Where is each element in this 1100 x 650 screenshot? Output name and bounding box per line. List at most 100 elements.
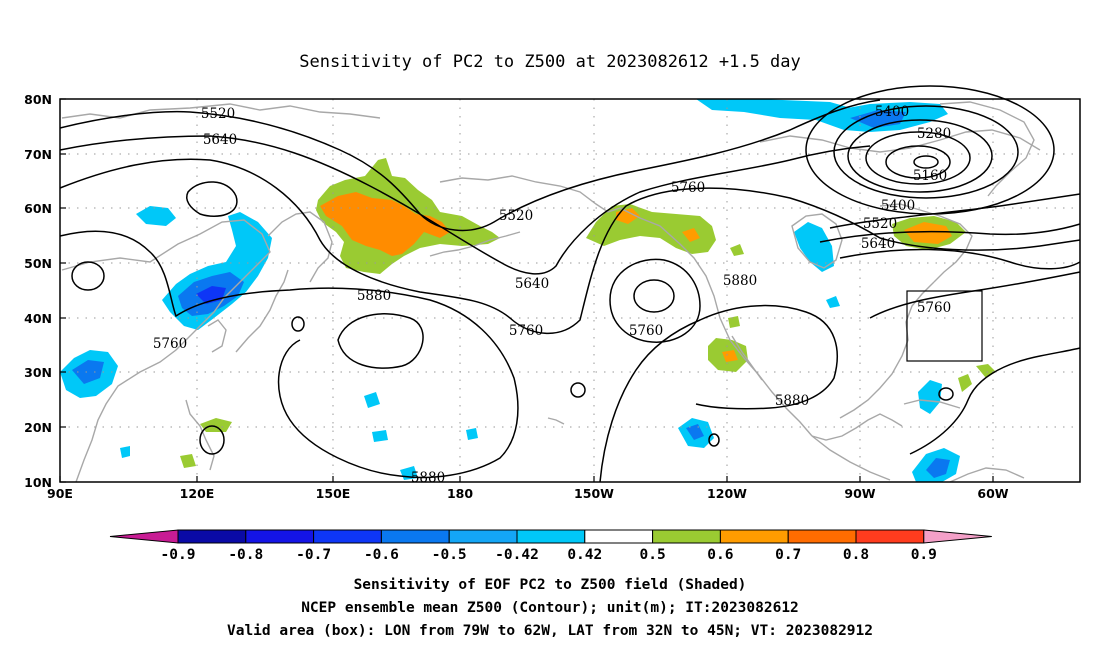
valid-area-box [906, 290, 983, 362]
contour-arctic-5160 [885, 145, 951, 179]
contour-arctic-inner [913, 155, 939, 169]
caption-contour: NCEP ensemble mean Z500 (Contour); unit(… [301, 600, 799, 616]
colorbar-swatch [245, 529, 315, 544]
colorbar-tick-label: 0.42 [567, 547, 602, 563]
shade-negative-small-1 [364, 392, 380, 408]
contour-low-pacific-outer [609, 258, 701, 343]
contour-atlantic-5640 [839, 248, 1081, 270]
colorbar-swatch [584, 529, 654, 544]
contour-small-loop-5 [199, 425, 225, 455]
shade-positive-small-6 [730, 244, 744, 256]
lat-tick-labels: 80N 70N 60N 50N 40N 30N 20N 10N [24, 92, 52, 490]
map-panel: 5520 5640 5760 5400 5280 5160 5400 5520 … [59, 85, 1081, 486]
lon-tick-label: 120W [707, 486, 747, 501]
colorbar-swatch [787, 529, 857, 544]
contour-label: 5640 [203, 132, 237, 148]
shade-negative-arctic-core [850, 110, 906, 128]
lon-tick-label: 90W [844, 486, 875, 501]
coastline-baja [731, 335, 763, 381]
contour-small-loop-3 [708, 433, 720, 447]
contour-label: 5520 [201, 106, 235, 122]
lat-tick-label: 60N [24, 201, 52, 216]
coastline-hudson-bay [791, 213, 843, 269]
contour-arctic-a [847, 119, 993, 193]
contour-label: 5520 [863, 216, 897, 232]
coastline-korea [207, 319, 227, 353]
coastline-alaska [439, 175, 621, 213]
caption-valid-area: Valid area (box): LON from 79W to 62W, L… [227, 623, 873, 639]
lat-tick-label: 50N [24, 256, 52, 271]
colorbar-swatch [855, 529, 925, 544]
coastline-canadian-arctic [759, 129, 1041, 153]
contour-small-loop-4 [938, 387, 954, 401]
shade-positive-small-5 [728, 316, 740, 328]
coastline-japan [235, 269, 289, 353]
colorbar-swatch [652, 529, 721, 544]
coastline-south-america [949, 467, 1025, 483]
caption-shaded: Sensitivity of EOF PC2 to Z500 field (Sh… [354, 577, 747, 593]
coastline-kamchatka [267, 211, 333, 283]
colorbar-upper-extension [923, 529, 992, 544]
colorbar-tick-label: -0.7 [296, 547, 331, 563]
lon-tick-label: 150E [316, 486, 351, 501]
contour-west-kamchatka [186, 181, 238, 217]
shade-negative-small-5 [466, 428, 478, 440]
colorbar-tick-label: -0.42 [495, 547, 539, 563]
contour-atlantic-5760 [869, 271, 1081, 319]
contour-5520 [59, 99, 881, 232]
coastline-aleutians [429, 231, 521, 257]
contour-5760-north [59, 158, 1081, 334]
coastline-central-america [811, 435, 891, 481]
shade-negative-small-6 [826, 296, 840, 308]
contour-siberia-ring [71, 261, 105, 291]
contour-label: 5880 [411, 470, 445, 486]
contour-label: 5160 [913, 168, 947, 184]
colorbar-swatch [719, 529, 789, 544]
contour-arctic-b [865, 131, 971, 185]
contour-label: 5640 [861, 236, 895, 252]
contour-low-pacific-inner [633, 279, 675, 313]
colorbar-tick-label: -0.5 [432, 547, 467, 563]
contour-small-loop-2 [570, 382, 586, 398]
colorbar-tick-label: -0.9 [161, 547, 196, 563]
shade-negative-pacific-1-core [686, 424, 704, 440]
graticule [60, 99, 1080, 482]
lat-tick-label: 30N [24, 365, 52, 380]
contour-5640 [59, 135, 871, 275]
shade-positive-mexico-core [722, 350, 738, 362]
contour-atlantic-5880 [909, 347, 1081, 455]
shade-positive-small-4 [180, 454, 196, 468]
lat-tick-label: 10N [24, 475, 52, 490]
colorbar-swatch [380, 529, 450, 544]
colorbar-tick-label: 0.7 [775, 547, 801, 563]
contour-label: 5880 [357, 288, 391, 304]
contour-label: 5280 [917, 126, 951, 142]
contour-label: 5400 [875, 104, 909, 120]
colorbar-tick-label: 0.9 [911, 547, 937, 563]
shade-negative-indochina-core [72, 360, 104, 384]
shade-positive-bering-core [320, 192, 450, 256]
contour-label: 5520 [499, 208, 533, 224]
contour-atlantic-5520 [819, 223, 1081, 243]
colorbar-swatch [177, 529, 247, 544]
coastline-hawaii [547, 417, 565, 425]
shade-negative-small-4 [120, 446, 130, 458]
coastline-cuba [903, 399, 961, 409]
colorbar-swatch [516, 529, 586, 544]
coastline-na-west [619, 207, 813, 437]
shade-negative-caribbean [918, 380, 942, 414]
contour-label: 5760 [153, 336, 187, 352]
lon-tick-label: 120E [180, 486, 215, 501]
contour-atlantic-5400 [829, 193, 1081, 229]
shade-positive-small-3 [200, 418, 232, 432]
shade-negative-hudson [794, 222, 834, 272]
lon-tick-labels: 90E 120E 150E 180 150W 120W 90W 60W [47, 486, 1009, 501]
lon-tick-label: 90E [47, 486, 73, 501]
map-frame [59, 98, 1081, 483]
lat-tick-label: 80N [24, 92, 52, 107]
lat-axis [60, 98, 66, 483]
z500-contours [59, 85, 1081, 483]
contour-labels: 5520 5640 5760 5400 5280 5160 5400 5520 … [153, 104, 951, 486]
coastline-arctic-asia [61, 103, 381, 119]
